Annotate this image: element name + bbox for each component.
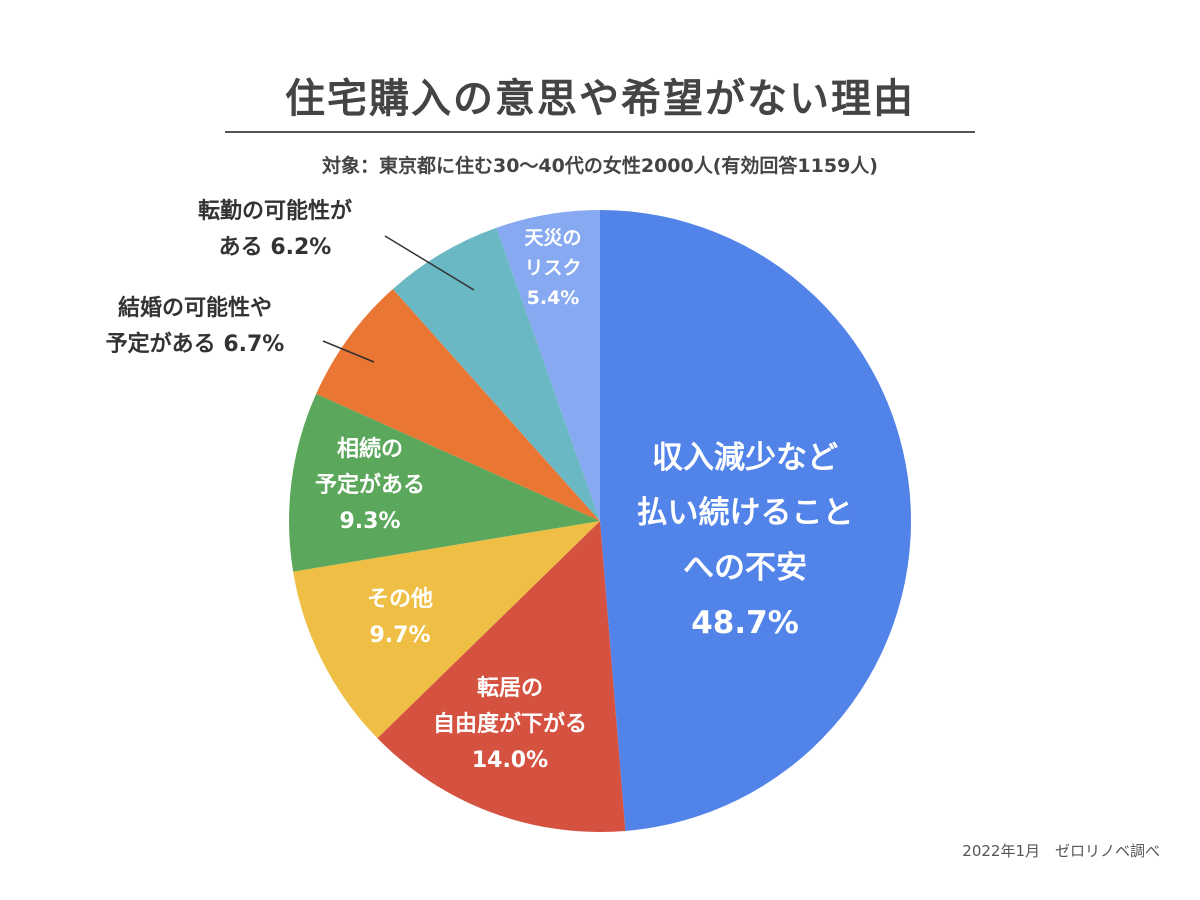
pie-slice-4 [289,393,600,572]
slice-label-6: 転勤の可能性がある 6.2% [198,198,352,260]
pie-slice-7 [496,210,600,521]
pie-slice-5 [316,289,600,521]
pie-slice-3 [293,521,600,739]
pie-slice-1 [600,210,911,831]
slice-label-1-line-1: 収入減少など [652,440,838,476]
pie-slice-6 [392,227,600,521]
slice-label-5-line-2: 予定がある 6.7% [106,331,285,357]
chart-subtitle: 対象：東京都に住む30〜40代の女性2000人(有効回答1159人) [321,155,878,177]
slice-label-1-line-3: への不安 [683,550,807,586]
chart-title: 住宅購入の意思や希望がない理由 [285,76,915,122]
title-divider [225,131,975,133]
slice-label-7-line-1: 天災の [524,227,581,249]
slice-label-3: その他 9.7% [367,587,433,648]
slice-label-2-line-1: 転居の [477,675,543,701]
slice-label-2-line-2: 自由度が下がる [433,711,587,737]
leader-line-6 [384,235,475,291]
slice-label-7: 天災のリスク 5.4% [524,227,581,309]
slice-label-1-line-4: 48.7% [691,605,799,641]
slice-label-3-line-1: その他 [367,587,433,612]
slice-label-5-line-1: 結婚の可能性や [118,295,272,321]
pie-slice-2 [377,521,626,832]
source-note: 2022年1月 ゼロリノベ調べ [962,842,1160,860]
slice-label-2-line-3: 14.0% [472,748,548,773]
slice-label-7-line-3: 5.4% [527,287,580,309]
slice-label-4-line-3: 9.3% [339,509,400,534]
slice-label-2: 転居の自由度が下がる 14.0% [433,675,587,773]
slice-label-4-line-1: 相続の [337,436,403,462]
slice-label-5: 結婚の可能性や予定がある 6.7% [106,295,285,357]
slice-label-3-line-2: 9.7% [369,623,430,648]
slice-label-4-line-2: 予定がある [315,472,425,498]
slice-label-1: 収入減少など払い続けることへの不安 48.7% [637,440,854,641]
leader-line-5 [322,340,375,363]
slice-label-6-line-2: ある 6.2% [219,235,332,260]
slice-label-6-line-1: 転勤の可能性が [198,198,352,224]
slice-label-4: 相続の予定がある 9.3% [315,436,425,534]
slice-label-1-line-2: 払い続けること [637,495,854,531]
slice-label-7-line-2: リスク [524,257,581,279]
